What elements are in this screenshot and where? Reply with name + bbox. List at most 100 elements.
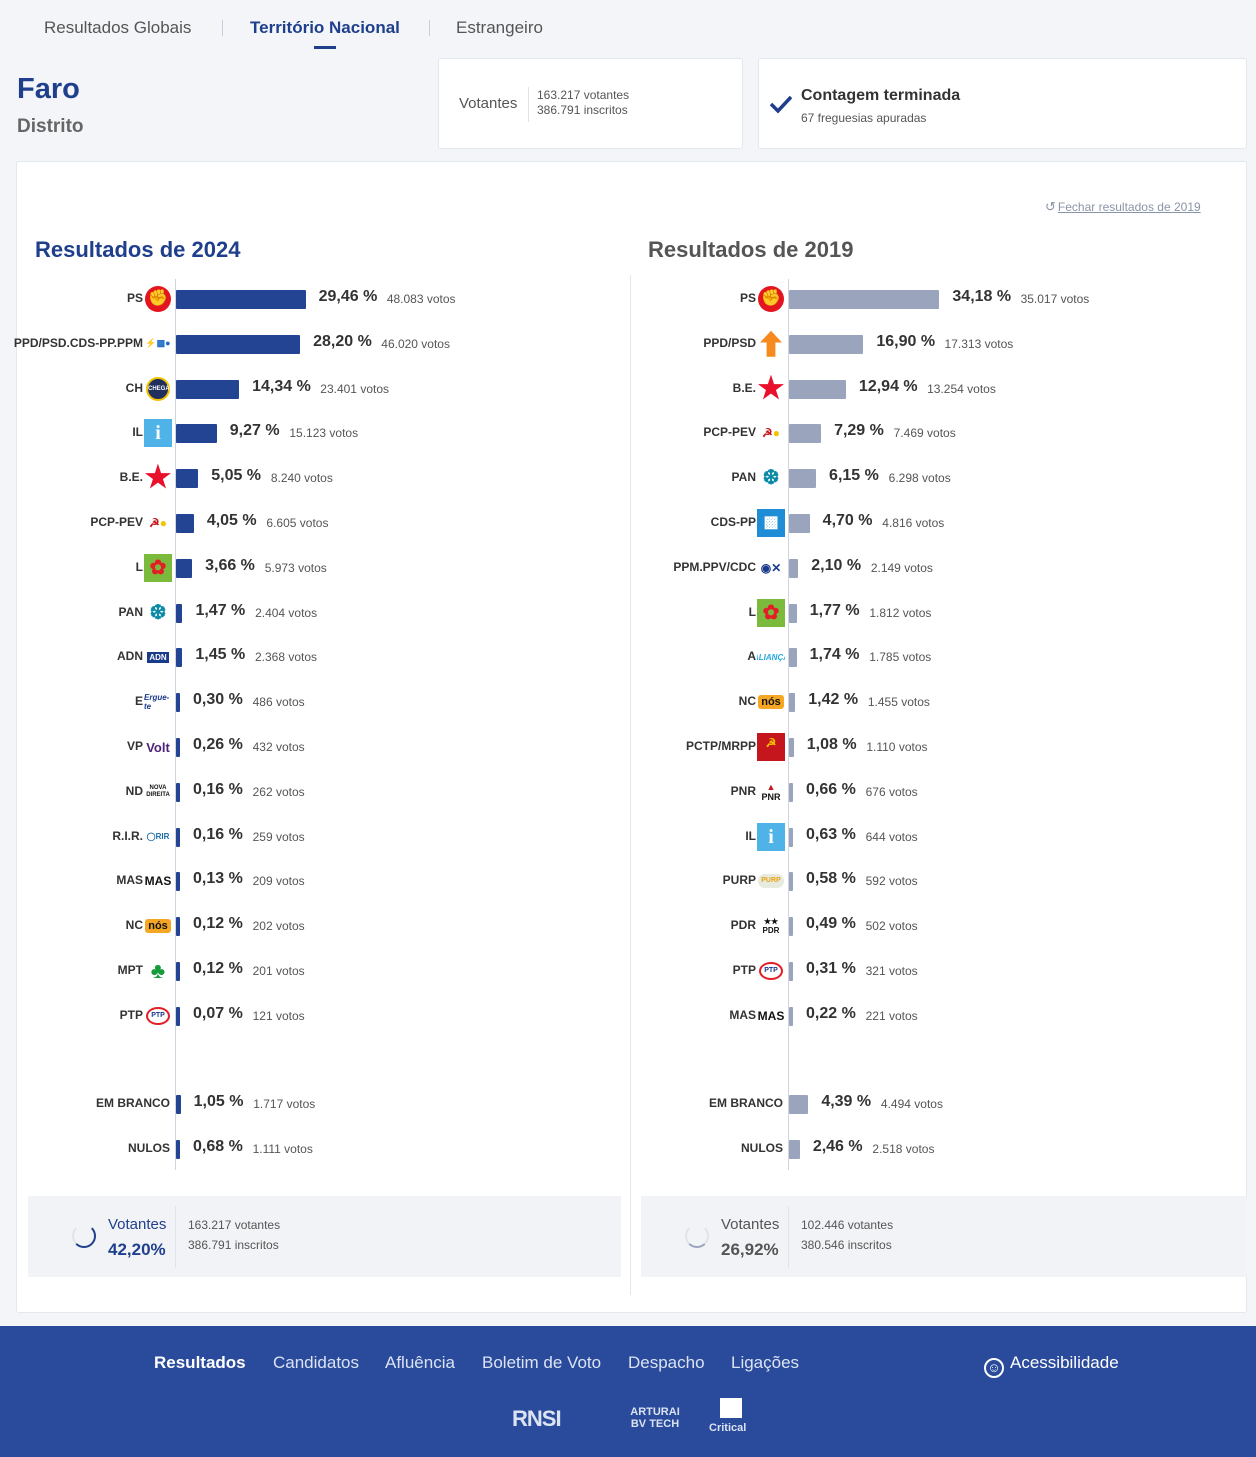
party-label: IL [132,425,143,440]
party-row: IL i 9,27 % 15.123 votos [30,418,590,448]
party-row: NC nós 1,42 % 1.455 votos [640,687,1200,717]
result-bar [176,603,183,623]
result-votes: 13.254 votos [927,381,996,396]
party-label: PCP-PEV [703,425,756,440]
party-label: EM BRANCO [709,1096,783,1111]
results-2019-title: Resultados de 2019 [648,237,854,262]
column-divider [630,275,631,1295]
null-votes-row: NULOS 2,46 % 2.518 votos [640,1134,1200,1164]
voters-label: Votantes [459,95,518,112]
result-votes: 202 votos [252,919,305,934]
result-votes: 35.017 votos [1020,292,1090,306]
undo-icon: ↺ [1045,199,1056,214]
party-label: PPD/PSD [703,335,756,350]
result-votes: 48.083 votos [386,292,456,306]
result-bar [789,738,794,757]
result-bar [789,1139,800,1159]
footer-nav-resultados[interactable]: Resultados [154,1353,246,1372]
result-percent: 0,49 % [806,915,856,933]
result-votes: 17.313 votos [944,336,1014,351]
result-votes: 644 votos [865,829,918,844]
rir-logo-icon: ◯RIR [146,832,170,842]
party-label: VP [126,739,143,754]
result-percent: 0,13 % [193,870,243,888]
footer-nav-boletim-de-voto[interactable]: Boletim de Voto [482,1353,602,1372]
result-votes: 46.020 votos [381,336,450,351]
result-percent: 7,29 % [834,422,884,440]
result-votes: 121 votos [252,1008,305,1023]
tab-resultados-globais[interactable]: Resultados Globais [44,18,192,37]
party-row: PAN ❆ 1,47 % 2.404 votos [30,598,590,628]
party-row: PS ✊ 29,46 % 48.083 votos [30,284,590,314]
tab-estrangeiro[interactable]: Estrangeiro [456,18,543,37]
party-label: PAN [731,470,756,485]
result-percent: 34,18 % [952,288,1012,305]
accessibility-button[interactable]: ☺ Acessibilidade [984,1353,1119,1378]
party-label: PURP [722,873,756,888]
cdu-logo-icon: ☭● [761,426,780,441]
result-bar [176,290,306,309]
pan-logo-icon: ❆ [149,601,167,624]
footer-nav-afluencia[interactable]: Afluência [385,1353,455,1372]
divider [528,87,529,122]
result-percent: 0,58 % [806,870,856,888]
result-percent: 0,12 % [193,960,243,977]
result-votes: 432 votos [252,740,305,754]
footer-nav-despacho[interactable]: Despacho [628,1353,705,1372]
party-label: PAN [118,604,143,619]
party-row: MPT ♣ 0,12 % 201 votos [30,956,590,986]
pan-logo-icon: ❆ [762,467,780,490]
party-label: NULOS [741,1140,783,1155]
result-votes: 262 votos [252,784,305,799]
party-label: PTP [732,963,756,978]
party-row: IL i 0,63 % 644 votos [640,822,1200,852]
party-row: PCP-PEV ☭● 7,29 % 7.469 votos [640,418,1200,448]
mas-logo-icon: MAS [144,874,172,889]
result-bar [789,872,793,892]
party-label: CDS-PP [710,515,756,530]
result-percent: 1,45 % [195,646,246,664]
party-row: B.E. ★ 12,94 % 13.254 votos [640,374,1200,404]
footer-nav-ligacoes[interactable]: Ligações [731,1353,800,1372]
turnout-percent: 26,92% [721,1240,779,1259]
result-percent: 1,47 % [195,601,246,619]
close-2019-results-link[interactable]: ↺ Fechar resultados de 2019 [1045,199,1201,215]
party-row: NC nós 0,12 % 202 votos [30,911,590,941]
il-logo-icon: i [757,822,785,851]
party-label: PNR [730,783,756,798]
footer-nav-candidatos[interactable]: Candidatos [273,1353,360,1372]
party-row: PS ✊ 34,18 % 35.017 votos [640,284,1200,314]
party-row: PCP-PEV ☭● 4,05 % 6.605 votos [30,508,590,538]
turnout-registered: 386.791 inscritos [188,1238,279,1252]
result-percent: 0,12 % [193,915,243,933]
tab-territorio-nacional[interactable]: Território Nacional [250,18,400,37]
result-percent: 28,20 % [313,332,372,350]
page-title: Faro [17,73,80,105]
result-percent: 0,07 % [193,1004,243,1022]
party-row: PTP PTP 0,31 % 321 votos [640,956,1200,986]
close-link-label: Fechar resultados de 2019 [1057,200,1201,214]
registered-count: 386.791 inscritos [537,103,628,117]
result-percent: 4,05 % [206,512,257,529]
party-label: EM BRANCO [96,1096,170,1111]
result-votes: 6.605 votos [266,516,329,530]
result-bar [176,738,180,757]
pdr-logo-icon: ★★ PDR [762,917,780,936]
party-label: PCP-PEV [90,515,143,530]
result-bar [176,424,217,444]
result-percent: 0,22 % [806,1004,856,1022]
result-percent: 6,15 % [829,467,879,485]
party-row: PCTP/MRPP ☭ 1,08 % 1.110 votos [640,732,1200,762]
turnout-ring [685,1224,709,1248]
result-bar [176,782,180,802]
party-label: L [748,604,756,619]
blank-votes-row: EM BRANCO 1,05 % 1.717 votos [30,1089,590,1119]
result-votes: 15.123 votos [289,426,359,441]
party-row: ADN ADN 1,45 % 2.368 votos [30,642,590,672]
nos-logo-icon: nós [757,688,785,716]
result-percent: 2,46 % [812,1137,863,1155]
cdu-logo-icon: ☭● [148,516,167,530]
party-row: R.I.R. ◯RIR 0,16 % 259 votos [30,822,590,852]
result-percent: 14,34 % [252,377,311,395]
ptp-logo-icon: PTP [144,1002,172,1030]
